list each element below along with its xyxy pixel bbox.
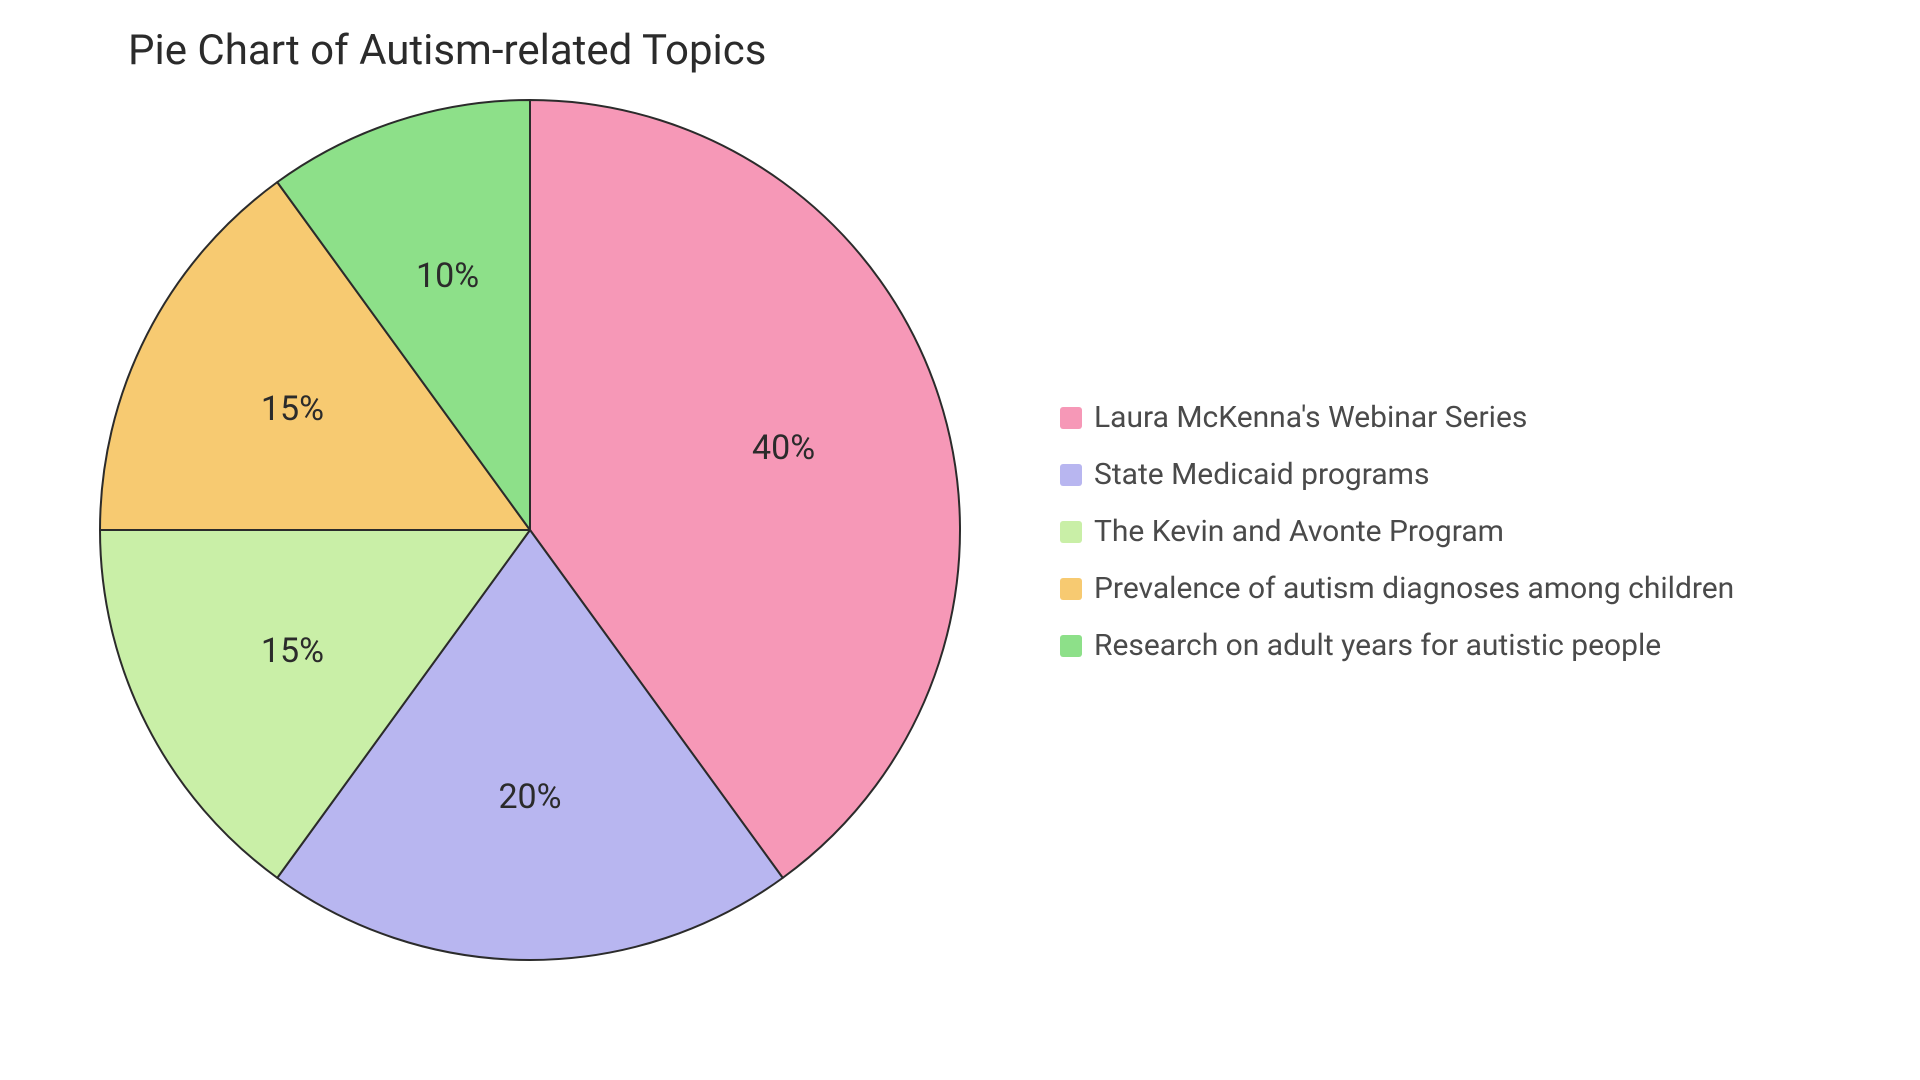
legend-swatch (1060, 578, 1082, 600)
pie-svg (96, 96, 964, 964)
slice-percent-label: 15% (261, 389, 324, 429)
slice-percent-label: 15% (261, 631, 324, 671)
slice-percent-label: 20% (498, 777, 561, 817)
legend-swatch (1060, 407, 1082, 429)
legend-label: Research on adult years for autistic peo… (1094, 628, 1661, 663)
legend-label: State Medicaid programs (1094, 457, 1429, 492)
legend-swatch (1060, 464, 1082, 486)
legend-item: State Medicaid programs (1060, 457, 1734, 492)
slice-percent-label: 10% (416, 256, 479, 296)
pie-chart (96, 96, 964, 968)
legend-swatch (1060, 521, 1082, 543)
legend-item: Prevalence of autism diagnoses among chi… (1060, 571, 1734, 606)
legend-label: The Kevin and Avonte Program (1094, 514, 1504, 549)
legend-item: The Kevin and Avonte Program (1060, 514, 1734, 549)
legend-item: Research on adult years for autistic peo… (1060, 628, 1734, 663)
legend: Laura McKenna's Webinar Series State Medi… (1060, 400, 1734, 685)
legend-label: Prevalence of autism diagnoses among chi… (1094, 571, 1734, 606)
legend-item: Laura McKenna's Webinar Series (1060, 400, 1734, 435)
slice-percent-label: 40% (752, 428, 815, 468)
legend-label: Laura McKenna's Webinar Series (1094, 400, 1527, 435)
chart-title: Pie Chart of Autism-related Topics (128, 26, 766, 75)
legend-swatch (1060, 635, 1082, 657)
